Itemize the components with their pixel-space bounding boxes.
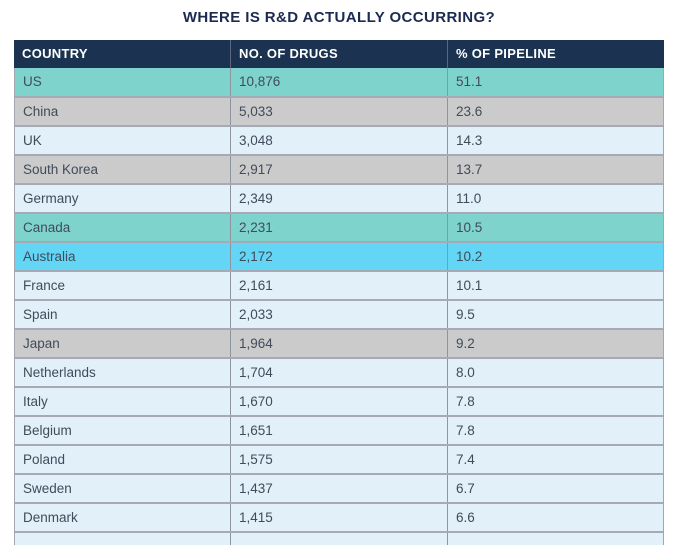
header-cell-pipeline: % OF PIPELINE [447, 40, 664, 68]
pipeline-cell: 7.8 [447, 417, 663, 444]
drugs-cell: 1,437 [230, 475, 447, 502]
drugs-cell: 2,172 [230, 243, 447, 270]
pipeline-cell: 9.2 [447, 330, 663, 357]
drugs-cell: 10,876 [230, 68, 447, 96]
table-row: Poland 1,575 7.4 [15, 444, 663, 473]
table-row: Belgium 1,651 7.8 [15, 415, 663, 444]
country-cell: Sweden [23, 481, 72, 496]
drugs-cell: 2,349 [230, 185, 447, 212]
pipeline-cell: 11.0 [447, 185, 663, 212]
header-cell-country: COUNTRY [22, 46, 88, 61]
pipeline-cell: 13.7 [447, 156, 663, 183]
table-row: Italy 1,670 7.8 [15, 386, 663, 415]
pipeline-cell: 23.6 [447, 98, 663, 125]
country-cell: Japan [23, 336, 60, 351]
table-row: South Korea 2,917 13.7 [15, 154, 663, 183]
pipeline-cell: 6.7 [447, 475, 663, 502]
table-row: UK 3,048 14.3 [15, 125, 663, 154]
table-row-clipped [15, 531, 663, 545]
pipeline-cell: 7.8 [447, 388, 663, 415]
drugs-cell: 2,231 [230, 214, 447, 241]
pipeline-cell: 10.2 [447, 243, 663, 270]
country-cell: South Korea [23, 162, 99, 177]
page-title: WHERE IS R&D ACTUALLY OCCURRING? [182, 9, 496, 26]
table-body: US 10,876 51.1 China 5,033 23.6 UK 3,048 14.3 Sou… [14, 68, 664, 545]
drugs-cell: 1,964 [230, 330, 447, 357]
pipeline-cell: 10.5 [447, 214, 663, 241]
drugs-cell: 1,670 [230, 388, 447, 415]
drugs-cell: 1,704 [230, 359, 447, 386]
drugs-cell: 1,415 [230, 504, 447, 531]
pipeline-cell: 9.5 [447, 301, 663, 328]
country-cell: US [23, 74, 42, 89]
pipeline-cell: 7.4 [447, 446, 663, 473]
table-row: Japan 1,964 9.2 [15, 328, 663, 357]
drugs-cell: 1,651 [230, 417, 447, 444]
country-cell: UK [23, 133, 42, 148]
drugs-cell: 2,917 [230, 156, 447, 183]
pipeline-cell: 6.6 [447, 504, 663, 531]
country-cell: Spain [23, 307, 58, 322]
table-row: Germany 2,349 11.0 [15, 183, 663, 212]
drugs-cell: 3,048 [230, 127, 447, 154]
pipeline-cell: 51.1 [447, 68, 663, 96]
country-cell: Canada [23, 220, 71, 235]
header-cell-drugs: NO. OF DRUGS [230, 40, 447, 68]
country-cell: Denmark [23, 510, 78, 525]
table-row: China 5,033 23.6 [15, 96, 663, 125]
table-row: Canada 2,231 10.5 [15, 212, 663, 241]
country-cell: France [23, 278, 66, 293]
table-row: Netherlands 1,704 8.0 [15, 357, 663, 386]
table-row: Sweden 1,437 6.7 [15, 473, 663, 502]
table-header-row: COUNTRY NO. OF DRUGS% OF PIPELINE [14, 40, 664, 68]
drugs-cell [230, 533, 447, 545]
country-cell: Italy [23, 394, 48, 409]
country-cell: China [23, 104, 59, 119]
drugs-cell: 5,033 [230, 98, 447, 125]
table-row: Denmark 1,415 6.6 [15, 502, 663, 531]
country-cell: Germany [23, 191, 79, 206]
country-cell: Belgium [23, 423, 72, 438]
table-row: US 10,876 51.1 [15, 68, 663, 96]
country-cell [15, 533, 230, 545]
table-row: France 2,161 10.1 [15, 270, 663, 299]
table-row: Australia 2,172 10.2 [15, 241, 663, 270]
drugs-cell: 2,033 [230, 301, 447, 328]
rd-country-table: COUNTRY NO. OF DRUGS% OF PIPELINE US 10,87… [14, 40, 664, 545]
pipeline-cell: 14.3 [447, 127, 663, 154]
pipeline-cell: 8.0 [447, 359, 663, 386]
country-cell: Netherlands [23, 365, 96, 380]
table-row: Spain 2,033 9.5 [15, 299, 663, 328]
pipeline-cell: 10.1 [447, 272, 663, 299]
country-cell: Australia [23, 249, 76, 264]
pipeline-cell [447, 533, 663, 545]
country-cell: Poland [23, 452, 66, 467]
drugs-cell: 2,161 [230, 272, 447, 299]
drugs-cell: 1,575 [230, 446, 447, 473]
